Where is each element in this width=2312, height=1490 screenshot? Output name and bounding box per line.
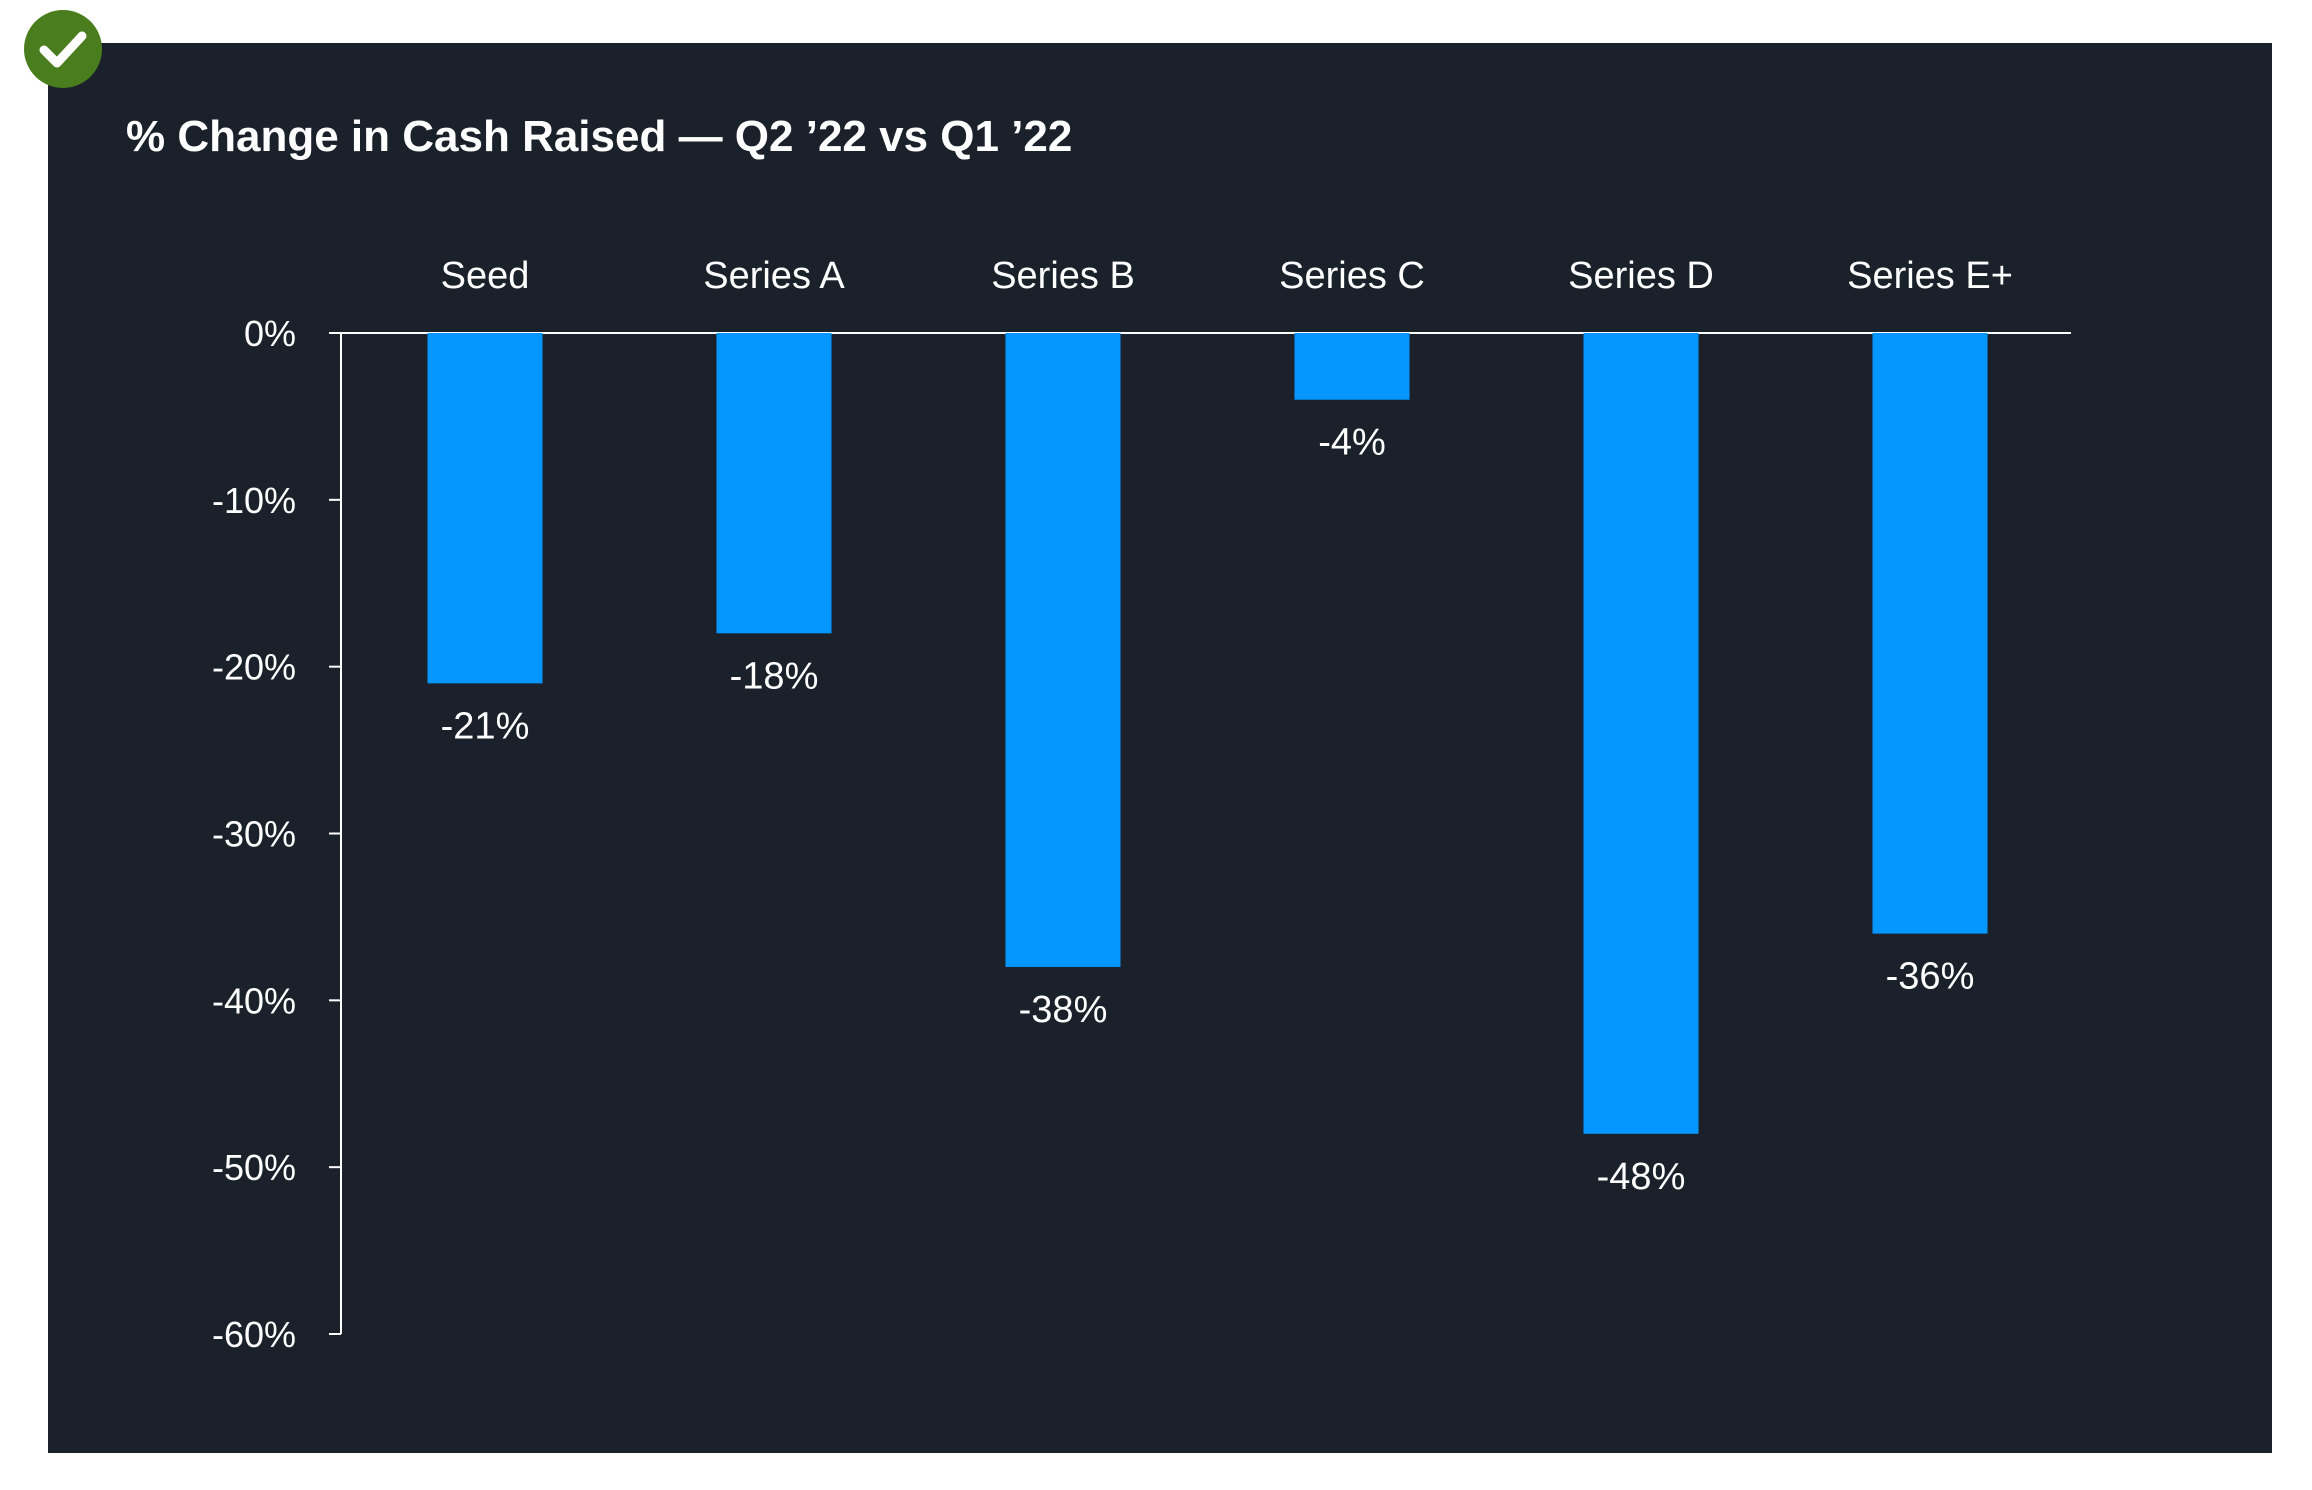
check-circle-icon <box>24 10 102 88</box>
category-label: Series D <box>1568 255 1714 297</box>
bar-value-label: -21% <box>441 705 530 747</box>
y-tick-label: -30% <box>212 814 296 855</box>
y-tick-label: -50% <box>212 1147 296 1188</box>
chart-panel: % Change in Cash Raised — Q2 ’22 vs Q1 ’… <box>48 43 2272 1453</box>
x-axis: Seed Series A Series B Series C Series D Seri… <box>341 255 2071 334</box>
bar <box>1872 333 1988 934</box>
bar-value-label: -48% <box>1597 1156 1686 1198</box>
bar-value-label: -36% <box>1886 956 1975 998</box>
y-tick-label: -10% <box>212 480 296 521</box>
bar <box>716 333 832 634</box>
bar <box>1005 333 1121 967</box>
category-label: Series C <box>1279 255 1425 297</box>
bar <box>427 333 543 684</box>
check-circle-background <box>24 10 102 88</box>
bar <box>1583 333 1699 1134</box>
bars <box>427 333 1988 1134</box>
category-label: Series A <box>703 255 845 297</box>
data-labels: -21% -18% -38% -4% -48% -36% <box>441 422 1975 1198</box>
bar-chart: % Change in Cash Raised — Q2 ’22 vs Q1 ’… <box>126 112 2071 1355</box>
y-axis: 0% -10% -20% -30% -40% -50% -60% <box>212 313 342 1355</box>
bar-value-label: -18% <box>730 655 819 697</box>
y-tick-label: -20% <box>212 647 296 688</box>
y-tick-label: -60% <box>212 1314 296 1355</box>
bar <box>1294 333 1410 400</box>
chart-title: % Change in Cash Raised — Q2 ’22 vs Q1 ’… <box>126 112 1072 161</box>
check-badge <box>24 10 102 88</box>
category-label: Series B <box>991 255 1135 297</box>
check-mark <box>39 31 87 68</box>
bar-value-label: -4% <box>1318 422 1386 464</box>
category-label: Series E+ <box>1847 255 2013 297</box>
y-tick-label: -40% <box>212 980 296 1021</box>
category-label: Seed <box>441 255 530 297</box>
bar-value-label: -38% <box>1019 989 1108 1031</box>
y-tick-label: 0% <box>244 313 296 354</box>
